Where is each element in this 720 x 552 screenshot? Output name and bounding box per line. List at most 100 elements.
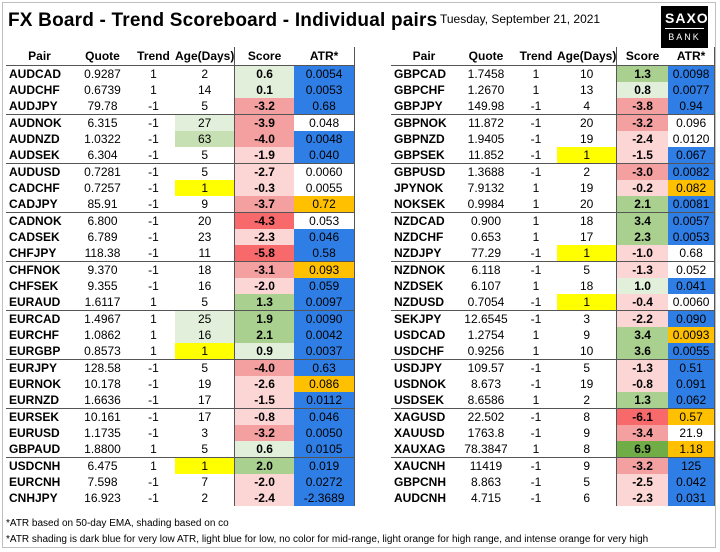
score-cell: -4.3 (234, 212, 294, 229)
age-cell: 5 (201, 148, 209, 162)
score-cell: -1.9 (234, 147, 294, 164)
quote-cell: 1.3688 (457, 163, 515, 180)
table-row: AUDCNH 4.715 -1 6 -2.3 0.031 (391, 490, 716, 506)
pair-cell: XAUXAG (394, 442, 446, 456)
score-cell: -2.5 (616, 474, 668, 490)
score-cell: 6.9 (616, 441, 668, 458)
age-cell: 23 (198, 230, 212, 244)
atr-cell: 0.0105 (293, 441, 356, 458)
trend-cell: -1 (515, 261, 557, 278)
pair-cell: CHFSEK (9, 279, 59, 293)
table-row: EURCNH 7.598 -1 7 -2.0 0.0272 (6, 474, 356, 490)
atr-cell: 0.0037 (293, 343, 356, 360)
age-cell: 18 (580, 279, 594, 293)
header-atr: ATR* (293, 47, 356, 66)
pair-cell: AUDUSD (6, 163, 73, 180)
age-cell: 17 (175, 408, 235, 425)
atr-cell: 0.0050 (293, 425, 356, 441)
pair-cell: NOKSEK (394, 197, 446, 211)
atr-cell: 0.0112 (293, 392, 356, 409)
pair-cell: AUDNZD (9, 132, 60, 146)
score-cell: 0.1 (234, 82, 294, 98)
table-row: USDNOK 8.673 -1 19 -0.8 0.091 (391, 376, 716, 392)
header-score: Score (234, 47, 294, 66)
table-row: USDSEK 8.6586 1 2 1.3 0.062 (391, 392, 716, 409)
header-quote: Quote (457, 47, 515, 66)
pair-cell: CADJPY (9, 197, 58, 211)
trend-cell: -1 (515, 163, 557, 180)
pair-cell: JPYNOK (394, 181, 444, 195)
atr-cell: 0.090 (667, 310, 716, 327)
pair-cell: GBPCNH (394, 475, 447, 489)
trend-cell: -1 (132, 261, 175, 278)
quote-cell: 6.475 (73, 457, 132, 474)
atr-cell: 0.68 (667, 245, 716, 262)
atr-cell: 0.046 (293, 408, 356, 425)
table-row: EURJPY 128.58 -1 5 -4.0 0.63 (6, 359, 356, 376)
pair-cell: CADNOK (6, 212, 73, 229)
quote-cell: 10.178 (84, 377, 121, 391)
trend-cell: 1 (532, 344, 540, 358)
age-cell: 5 (175, 163, 235, 180)
quote-cell: 1.2754 (467, 328, 505, 342)
score-cell: -3.2 (616, 114, 668, 131)
pair-cell: CHFNOK (6, 261, 73, 278)
score-cell: 2.3 (616, 229, 668, 245)
pair-cell: USDNOK (394, 377, 447, 391)
age-cell: 1 (557, 294, 617, 311)
trend-cell: -1 (132, 114, 175, 131)
pair-cell: SEKJPY (391, 310, 457, 327)
age-cell: 16 (175, 327, 235, 343)
pair-cell: GBPCAD (394, 67, 447, 81)
score-cell: -2.2 (616, 310, 668, 327)
pair-cell: USDCNH (6, 457, 73, 474)
age-cell: 1 (175, 180, 235, 196)
quote-cell: 1.4967 (73, 310, 132, 327)
age-cell: 11 (198, 246, 211, 260)
quote-cell: 6.107 (470, 279, 502, 293)
table-row: AUDSEK 6.304 -1 5 -1.9 0.040 (6, 147, 356, 164)
score-cell: 0.6 (234, 441, 294, 458)
table-row: GBPUSD 1.3688 -1 2 -3.0 0.0082 (391, 163, 716, 180)
atr-cell: 0.031 (667, 490, 716, 506)
trend-cell: -1 (530, 246, 542, 260)
score-cell: -3.4 (616, 425, 668, 441)
pair-cell: CADSEK (9, 230, 60, 244)
quote-cell: 0.900 (457, 212, 515, 229)
age-cell: 17 (580, 230, 594, 244)
score-cell: -0.2 (616, 180, 668, 196)
trend-cell: 1 (532, 230, 540, 244)
age-cell: 10 (580, 344, 594, 358)
age-cell: 5 (201, 295, 209, 309)
quote-cell: 78.3847 (464, 442, 508, 456)
age-cell: 9 (557, 457, 617, 474)
footnote-atr-basis: *ATR based on 50-day EMA, shading based … (6, 518, 229, 529)
atr-cell: 0.0093 (667, 327, 716, 343)
age-cell: 20 (557, 114, 617, 131)
trend-cell: 1 (150, 83, 157, 97)
table-row: XAUXAG 78.3847 1 8 6.9 1.18 (391, 441, 716, 458)
atr-cell: 0.0081 (667, 196, 716, 213)
quote-cell: 9.370 (73, 261, 132, 278)
quote-cell: 77.29 (470, 246, 502, 260)
pair-cell: EURCAD (6, 310, 73, 327)
trend-cell: -1 (148, 279, 159, 293)
table-row: NZDCHF 0.653 1 17 2.3 0.0053 (391, 229, 716, 245)
quote-cell: 1763.8 (467, 426, 505, 440)
atr-cell: 0.0090 (293, 310, 356, 327)
atr-cell: 0.0077 (667, 82, 716, 98)
table-row: CNHJPY 16.923 -1 2 -2.4 -2.3689 (6, 490, 356, 506)
age-cell: 8 (583, 442, 591, 456)
table-row: NZDUSD 0.7054 -1 1 -0.4 0.0060 (391, 294, 716, 311)
trend-cell: 1 (532, 393, 540, 407)
score-cell: -1.0 (616, 245, 668, 262)
table-row: EURUSD 1.1735 -1 3 -3.2 0.0050 (6, 425, 356, 441)
quote-cell: 12.6545 (457, 310, 515, 327)
pair-cell: NZDCHF (394, 230, 444, 244)
trend-cell: -1 (132, 359, 175, 376)
age-cell: 9 (201, 197, 209, 211)
trend-cell: -1 (530, 295, 542, 309)
quote-cell: 8.6586 (467, 393, 505, 407)
table-row: CADSEK 6.789 -1 23 -2.3 0.046 (6, 229, 356, 245)
trend-cell: -1 (148, 393, 159, 407)
